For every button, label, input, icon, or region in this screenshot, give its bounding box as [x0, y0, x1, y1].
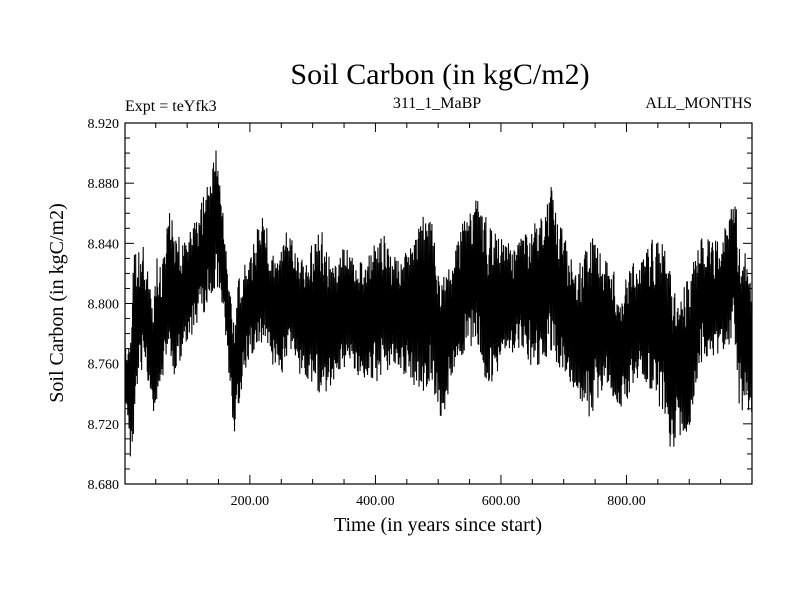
- chart-title: Soil Carbon (in kgC/m2): [290, 58, 589, 91]
- y-tick-label: 8.720: [88, 418, 120, 433]
- y-tick-label: 8.920: [88, 117, 120, 132]
- x-tick-label: 400.00: [356, 494, 395, 509]
- y-tick-label: 8.800: [88, 298, 120, 313]
- x-tick-label: 600.00: [482, 494, 521, 509]
- plot-frame: [124, 122, 753, 485]
- soil-carbon-series-line: [124, 150, 753, 457]
- x-tick-label: 800.00: [607, 494, 646, 509]
- x-axis-label: Time (in years since start): [334, 514, 542, 536]
- months-label: ALL_MONTHS: [645, 95, 752, 112]
- y-axis-label: Soil Carbon (in kgC/m2): [46, 203, 68, 402]
- period-label: 311_1_MaBP: [393, 95, 481, 112]
- y-tick-label: 8.680: [88, 478, 120, 493]
- x-tick-label: 200.00: [231, 494, 270, 509]
- y-tick-label: 8.880: [88, 177, 120, 192]
- y-tick-label: 8.840: [88, 237, 120, 252]
- series-layer: [124, 150, 753, 457]
- experiment-label: Expt = teYfk3: [125, 98, 217, 115]
- y-tick-label: 8.760: [88, 358, 120, 373]
